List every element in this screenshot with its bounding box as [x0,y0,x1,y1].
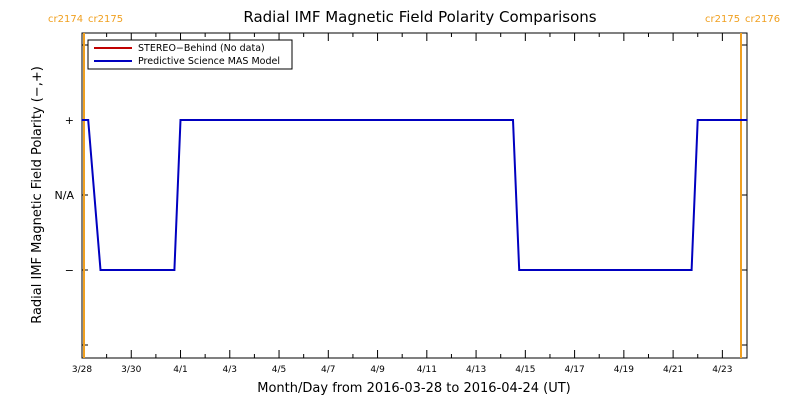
series-point [87,119,89,121]
x-axis-label: Month/Day from 2016-03-28 to 2016-04-24 … [257,381,570,396]
carrington-label-left: cr2175 [705,14,740,25]
x-tick-label: 4/13 [466,365,486,375]
x-tick-label: 4/1 [173,365,187,375]
legend: STEREO−Behind (No data) Predictive Scien… [87,39,293,70]
x-tick-label: 4/9 [370,365,385,375]
series-point [696,119,699,121]
series-point [173,269,176,271]
chart-title: Radial IMF Magnetic Field Polarity Compa… [243,8,596,26]
series-point [81,119,83,121]
x-tick-label: 4/15 [515,365,535,375]
x-tick-label: 4/5 [272,365,286,375]
y-tick-label: − [65,264,74,277]
y-tick-label: + [65,114,74,127]
legend-label-stereo: STEREO−Behind (No data) [138,43,265,54]
carrington-label-left: cr2174 [48,14,83,25]
x-tick-label: 4/23 [712,365,732,375]
series-point [746,119,748,121]
series-point [518,269,520,271]
series-line-model [82,119,747,271]
x-tick-label: 3/28 [72,365,92,375]
series-point [99,269,102,271]
x-tick-label: 4/3 [223,365,237,375]
x-tick-label: 4/7 [321,365,335,375]
series-point [179,119,182,121]
x-tick-label: 4/19 [614,365,634,375]
x-tick-label: 4/11 [417,365,437,375]
y-axis-label: Radial IMF Magnetic Field Polarity (−,+) [30,66,45,324]
x-tick-label: 4/17 [564,365,584,375]
carrington-label-right: cr2176 [745,14,780,25]
legend-box [87,39,293,70]
legend-label-model: Predictive Science MAS Model [138,56,280,67]
x-tick-label: 4/21 [663,365,683,375]
plot-frame [81,32,748,359]
series-point [690,269,693,271]
y-tick-label: N/A [55,189,75,202]
series-point [512,119,514,121]
x-tick-label: 3/30 [121,365,141,375]
carrington-label-right: cr2175 [88,14,123,25]
